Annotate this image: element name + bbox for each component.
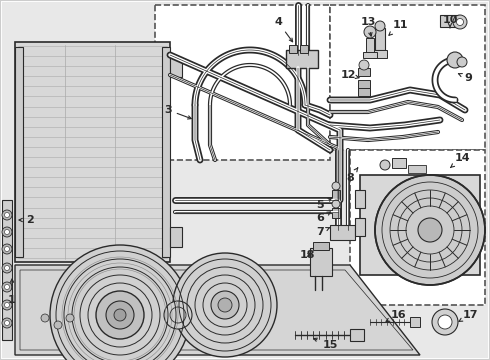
Circle shape — [4, 212, 9, 217]
Circle shape — [114, 309, 126, 321]
Circle shape — [418, 218, 442, 242]
Text: 14: 14 — [450, 153, 470, 168]
Circle shape — [218, 298, 232, 312]
FancyBboxPatch shape — [350, 150, 485, 305]
Text: 16: 16 — [386, 310, 406, 321]
Circle shape — [2, 244, 12, 254]
Bar — [332, 190, 340, 200]
Bar — [15, 47, 23, 257]
Bar — [360, 175, 480, 275]
Bar — [170, 57, 182, 77]
Circle shape — [173, 253, 277, 357]
Circle shape — [332, 200, 340, 208]
Text: 1: 1 — [8, 279, 16, 305]
Text: 3: 3 — [164, 105, 191, 119]
Text: 6: 6 — [316, 212, 331, 223]
Circle shape — [432, 309, 458, 335]
Text: 11: 11 — [389, 20, 408, 35]
Polygon shape — [15, 265, 420, 355]
Circle shape — [4, 230, 9, 234]
Circle shape — [41, 314, 49, 322]
Circle shape — [2, 282, 12, 292]
Text: 13: 13 — [360, 17, 376, 36]
Bar — [366, 38, 374, 52]
Bar — [373, 50, 387, 58]
Circle shape — [106, 301, 134, 329]
Circle shape — [4, 284, 9, 289]
Text: 10: 10 — [442, 15, 458, 28]
Text: 7: 7 — [316, 227, 330, 237]
Circle shape — [4, 302, 9, 307]
Circle shape — [4, 247, 9, 252]
Circle shape — [2, 263, 12, 273]
Circle shape — [438, 315, 452, 329]
Circle shape — [364, 26, 376, 38]
Circle shape — [4, 320, 9, 325]
Bar — [310, 248, 332, 276]
Bar — [363, 52, 377, 58]
Circle shape — [2, 318, 12, 328]
Bar — [286, 50, 318, 68]
Bar — [358, 80, 370, 88]
Bar — [162, 47, 170, 257]
Bar — [392, 158, 406, 168]
Text: 18: 18 — [299, 250, 315, 260]
Circle shape — [457, 18, 464, 26]
Bar — [350, 329, 364, 341]
Text: 15: 15 — [314, 338, 338, 350]
Bar — [300, 45, 308, 53]
Circle shape — [4, 266, 9, 270]
Bar — [358, 68, 370, 76]
Circle shape — [2, 227, 12, 237]
Bar — [408, 165, 426, 173]
Circle shape — [50, 245, 190, 360]
Text: 8: 8 — [346, 168, 358, 183]
Circle shape — [2, 210, 12, 220]
Circle shape — [96, 291, 144, 339]
Circle shape — [457, 57, 467, 67]
Bar — [332, 208, 340, 218]
Bar — [410, 317, 420, 327]
Bar — [355, 190, 365, 208]
Circle shape — [2, 300, 12, 310]
FancyBboxPatch shape — [330, 5, 485, 150]
Bar — [2, 200, 12, 340]
Text: 9: 9 — [459, 73, 472, 83]
Circle shape — [447, 52, 463, 68]
Bar — [330, 225, 355, 240]
Text: 17: 17 — [459, 310, 478, 321]
Text: 12: 12 — [340, 70, 359, 80]
Circle shape — [380, 160, 390, 170]
Circle shape — [375, 175, 485, 285]
Text: 2: 2 — [19, 215, 34, 225]
Bar — [170, 227, 182, 247]
Circle shape — [453, 15, 467, 29]
Circle shape — [164, 301, 192, 329]
Bar — [355, 218, 365, 236]
Text: 4: 4 — [274, 17, 293, 42]
Circle shape — [66, 314, 74, 322]
Bar — [15, 42, 170, 262]
Text: 5: 5 — [316, 198, 332, 210]
Circle shape — [211, 291, 239, 319]
Circle shape — [359, 60, 369, 70]
Bar — [375, 28, 385, 50]
Bar — [313, 242, 329, 250]
Circle shape — [375, 21, 385, 31]
Bar — [358, 88, 370, 96]
Circle shape — [332, 182, 340, 190]
Bar — [289, 45, 297, 53]
Bar — [440, 15, 460, 27]
FancyBboxPatch shape — [155, 5, 330, 160]
Circle shape — [54, 321, 62, 329]
